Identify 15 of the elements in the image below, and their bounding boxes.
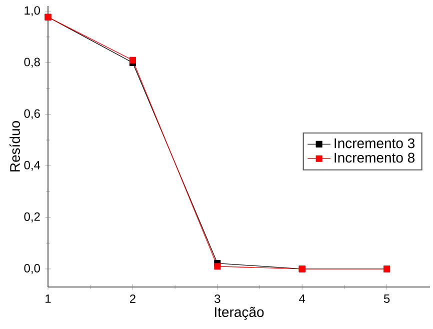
x-tick-label: 4 (299, 294, 306, 303)
y-tick-label: 0,2 (24, 212, 40, 222)
y-tick-label: 0,4 (24, 160, 40, 171)
x-tick-label: 2 (130, 294, 136, 303)
y-tick-label: 0,6 (24, 109, 40, 120)
x-tick-label: 5 (384, 294, 390, 303)
x-axis-title: Iteração (215, 306, 264, 320)
y-tick-label: 1,0 (24, 6, 40, 16)
y-tick-label: 0,0 (24, 264, 40, 274)
y-tick-label: 0,8 (24, 58, 40, 68)
legend-label: Incremento 3 (334, 138, 415, 148)
x-tick-label: 1 (46, 294, 51, 303)
x-tick-label: 3 (214, 294, 220, 304)
legend-label: Incremento 8 (334, 152, 415, 163)
y-axis-title: Resíduo (10, 121, 20, 172)
